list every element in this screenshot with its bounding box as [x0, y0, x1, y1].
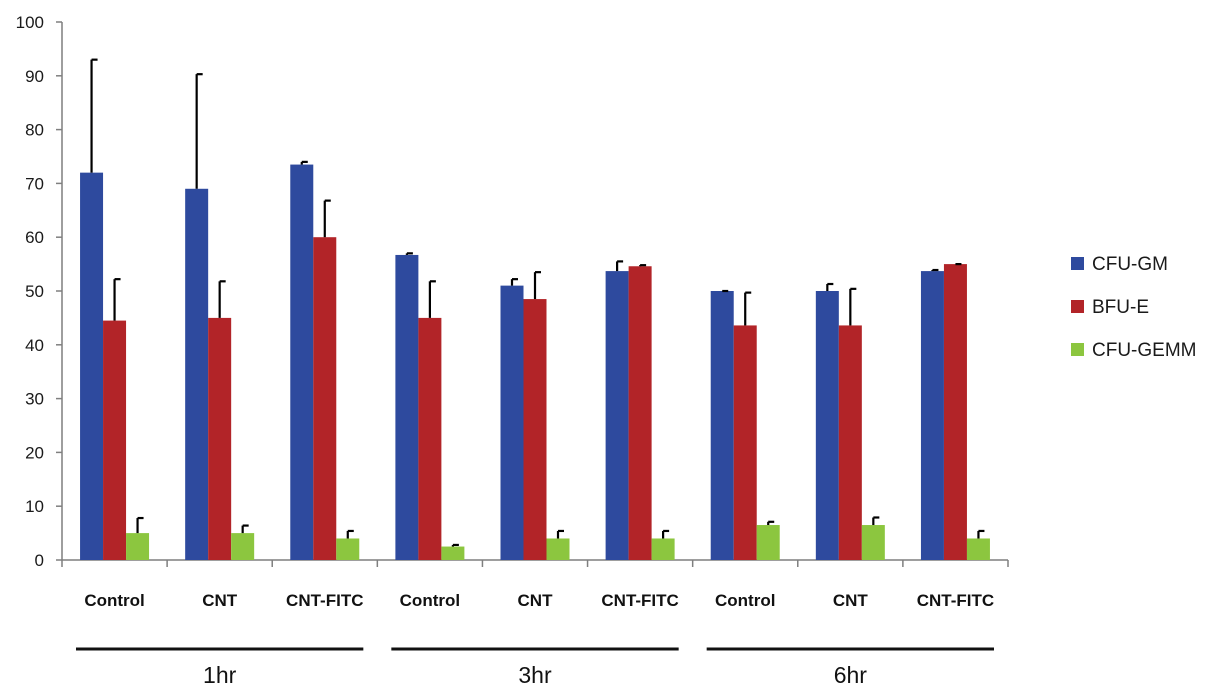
bar	[733, 325, 757, 560]
bar	[756, 525, 780, 560]
y-tick-label: 90	[25, 67, 44, 86]
bar	[943, 264, 967, 560]
legend-label: CFU-GEMM	[1092, 340, 1196, 361]
bar	[651, 538, 675, 560]
bar	[966, 538, 990, 560]
y-axis: 0 10 20 30 40 50 60 70 80 90 100	[16, 13, 63, 570]
x-tick-label: CNT	[202, 591, 238, 610]
x-tick-label: CNT-FITC	[286, 591, 363, 610]
bar	[313, 237, 337, 560]
x-tick-label: Control	[715, 591, 775, 610]
legend: CFU-GM BFU-E CFU-GEMM	[1071, 254, 1196, 361]
x-tick-label: Control	[84, 591, 144, 610]
bar	[441, 546, 465, 560]
legend-swatch	[1071, 257, 1084, 270]
bar	[523, 299, 547, 560]
legend-label: BFU-E	[1092, 297, 1149, 318]
bar	[861, 525, 885, 560]
y-tick-label: 10	[25, 497, 44, 516]
bar	[838, 325, 862, 560]
bar	[418, 317, 442, 560]
time-groups: 1hr 3hr 6hr	[76, 647, 994, 688]
bar	[103, 320, 127, 560]
y-tick-label: 20	[25, 443, 44, 462]
bar	[628, 266, 652, 560]
group-label: 3hr	[518, 662, 552, 688]
error-bars	[90, 58, 985, 547]
group-label: 1hr	[203, 662, 237, 688]
bar	[290, 164, 314, 560]
legend-swatch	[1071, 300, 1084, 313]
group-label: 6hr	[834, 662, 868, 688]
legend-swatch	[1071, 343, 1084, 356]
x-axis: Control CNT CNT-FITC Control CNT CNT-FITC Cont…	[61, 559, 1009, 610]
bar	[395, 254, 419, 561]
bar	[208, 317, 232, 560]
y-tick-label: 80	[25, 121, 44, 140]
y-tick-label: 100	[16, 13, 44, 32]
x-tick-label: CNT	[518, 591, 554, 610]
bar	[80, 172, 104, 560]
y-tick-label: 50	[25, 282, 44, 301]
bar	[546, 538, 570, 560]
bar	[231, 533, 255, 560]
bar	[815, 291, 839, 560]
x-tick-label: CNT-FITC	[917, 591, 994, 610]
y-tick-label: 40	[25, 336, 44, 355]
y-tick-label: 60	[25, 228, 44, 247]
bar	[605, 271, 629, 560]
y-tick-label: 70	[25, 174, 44, 193]
legend-label: CFU-GM	[1092, 254, 1168, 275]
bar	[126, 533, 150, 560]
bar	[710, 291, 734, 560]
bar	[920, 271, 944, 560]
bar	[500, 285, 524, 560]
x-tick-label: Control	[400, 591, 460, 610]
y-tick-label: 0	[35, 551, 44, 570]
x-tick-label: CNT-FITC	[601, 591, 678, 610]
bars	[80, 164, 990, 561]
x-tick-label: CNT	[833, 591, 869, 610]
bar	[185, 188, 209, 560]
y-tick-label: 30	[25, 390, 44, 409]
bar	[336, 538, 360, 560]
